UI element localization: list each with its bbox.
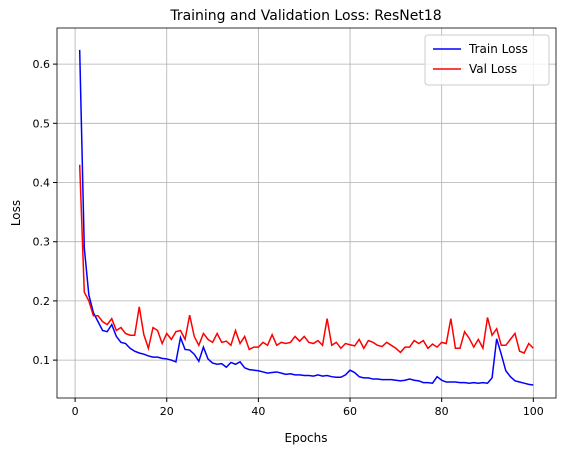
x-tick-label: 80	[435, 405, 449, 418]
x-tick-label: 40	[251, 405, 265, 418]
y-tick-label: 0.2	[33, 295, 51, 308]
legend-label: Val Loss	[469, 62, 517, 76]
chart-title: Training and Validation Loss: ResNet18	[169, 8, 441, 24]
y-tick-label: 0.1	[33, 354, 51, 367]
line-series	[78, 164, 534, 354]
x-axis-label: Epochs	[285, 431, 328, 445]
x-tick-label: 100	[523, 405, 544, 418]
x-tick-label: 60	[343, 405, 357, 418]
y-tick-label: 0.3	[33, 236, 51, 249]
y-axis-label: Loss	[9, 200, 23, 226]
y-tick-label: 0.4	[33, 177, 51, 190]
x-tick-label: 20	[160, 405, 174, 418]
y-tick-label: 0.5	[33, 117, 51, 130]
legend-box	[424, 34, 550, 86]
plot-frame	[56, 27, 557, 399]
line-series	[78, 49, 534, 386]
y-tick-label: 0.6	[33, 58, 51, 71]
x-tick-label: 0	[72, 405, 79, 418]
legend-label: Train Loss	[468, 42, 528, 56]
